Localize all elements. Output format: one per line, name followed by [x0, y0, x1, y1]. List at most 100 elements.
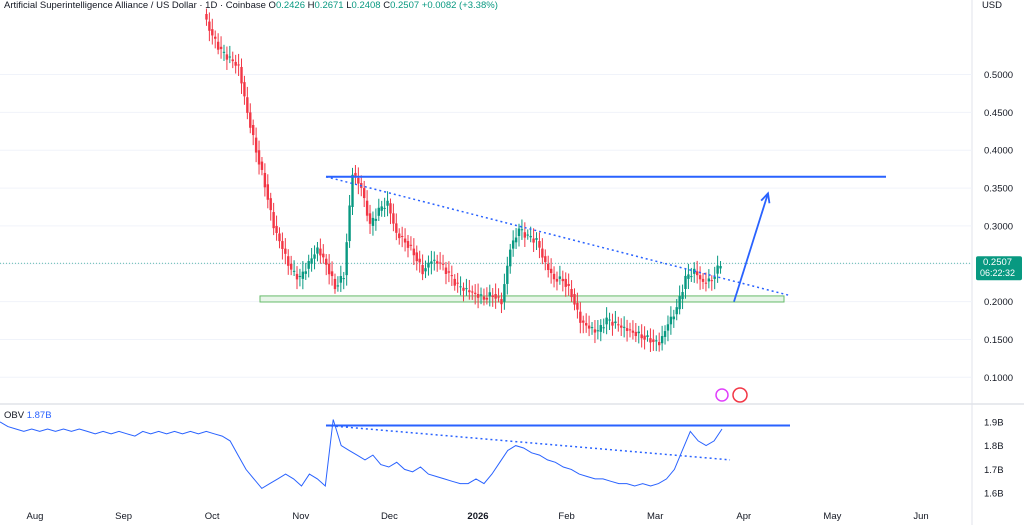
x-tick-label: 2026	[467, 511, 488, 522]
currency-label[interactable]: USD	[981, 0, 1002, 11]
candle-body	[208, 21, 211, 31]
candle-body	[640, 334, 643, 339]
candle-body	[289, 263, 293, 270]
candle-body	[500, 299, 503, 305]
candle-body	[517, 228, 521, 237]
candle-body	[322, 253, 325, 258]
x-tick-label: Apr	[736, 511, 751, 522]
candle-body	[620, 325, 623, 328]
candle-body	[307, 261, 310, 269]
candle-body	[365, 200, 369, 216]
candle-body	[471, 291, 474, 293]
candle-body	[514, 237, 518, 243]
candle-body	[509, 249, 512, 267]
candle-body	[263, 172, 267, 188]
candle-body	[225, 54, 229, 60]
candle-body	[374, 218, 378, 221]
candle-body	[541, 248, 544, 258]
x-tick-label: May	[823, 511, 841, 522]
candle-body	[371, 217, 375, 226]
candle-body	[406, 241, 410, 248]
x-tick-label: Oct	[205, 511, 220, 522]
y-tick-label: 0.4500	[984, 108, 1013, 119]
candle-body	[511, 240, 515, 249]
candle-body	[392, 213, 395, 224]
candle-body	[663, 331, 667, 337]
obv-series-line	[0, 419, 723, 490]
candle-body	[710, 280, 713, 282]
change-value: +0.0082 (+3.38%)	[421, 0, 498, 11]
candle-body	[716, 265, 719, 274]
candle-body	[453, 278, 456, 286]
support-zone	[259, 295, 785, 303]
candle-body	[523, 232, 527, 238]
open-label: O	[268, 0, 276, 11]
candle-body	[462, 287, 465, 291]
candle-body	[310, 258, 313, 264]
candle-body	[576, 302, 579, 310]
candle-body	[579, 311, 582, 323]
candle-body	[438, 262, 442, 264]
candle-body	[380, 206, 383, 211]
obv-y-tick-label: 1.9B	[984, 417, 1004, 428]
descending-trendline	[325, 175, 791, 297]
candle-body	[643, 335, 646, 340]
candle-body	[400, 236, 404, 238]
obv-y-tick-label: 1.7B	[984, 465, 1004, 476]
event-icon	[732, 387, 748, 403]
candle-body	[295, 273, 299, 280]
candle-body	[468, 290, 471, 293]
candle-body	[459, 286, 462, 288]
candle-body	[547, 263, 550, 270]
candle-body	[412, 248, 416, 256]
candle-body	[558, 276, 562, 279]
candle-body	[608, 319, 611, 321]
candle-body	[205, 14, 208, 20]
candle-body	[269, 198, 272, 211]
obv-value: 1.87B	[26, 410, 52, 421]
candle-body	[549, 268, 553, 274]
candle-body	[465, 288, 468, 290]
candle-body	[482, 296, 486, 300]
candle-body	[719, 266, 722, 269]
obv-y-tick-label: 1.6B	[984, 489, 1004, 500]
close-label: C	[383, 0, 391, 11]
candle-body	[333, 278, 337, 290]
candle-body	[368, 213, 372, 224]
low-value: 0.2408	[351, 0, 381, 11]
candle-body	[652, 339, 655, 342]
candle-body	[593, 329, 597, 333]
candle-body	[415, 252, 418, 262]
candle-body	[695, 271, 699, 276]
obv-label[interactable]: OBV	[4, 410, 25, 421]
candle-body	[631, 330, 635, 333]
candle-body	[251, 125, 255, 136]
y-tick-label: 0.1500	[984, 335, 1013, 346]
candle-body	[430, 261, 433, 264]
candle-body	[409, 244, 413, 246]
symbol-title[interactable]: Artificial Superintelligence Alliance / …	[4, 0, 266, 11]
candle-body	[325, 258, 328, 265]
y-tick-label: 0.3500	[984, 184, 1013, 195]
candle-body	[395, 223, 398, 233]
candle-body	[646, 335, 649, 337]
candle-body	[234, 61, 237, 66]
candle-body	[494, 294, 497, 299]
candle-body	[249, 112, 252, 128]
candle-body	[424, 268, 427, 272]
symbol-header: Artificial Superintelligence Alliance / …	[4, 0, 498, 12]
candle-body	[330, 271, 334, 277]
price-badge	[976, 256, 1022, 281]
candle-body	[266, 184, 269, 200]
candle-body	[485, 297, 489, 300]
candle-body	[362, 188, 366, 199]
candle-body	[614, 321, 617, 324]
candle-body	[570, 288, 573, 298]
candle-body	[479, 294, 483, 296]
candle-body	[284, 248, 287, 254]
candle-body	[704, 282, 708, 284]
candle-body	[216, 41, 220, 50]
candle-body	[237, 64, 240, 66]
